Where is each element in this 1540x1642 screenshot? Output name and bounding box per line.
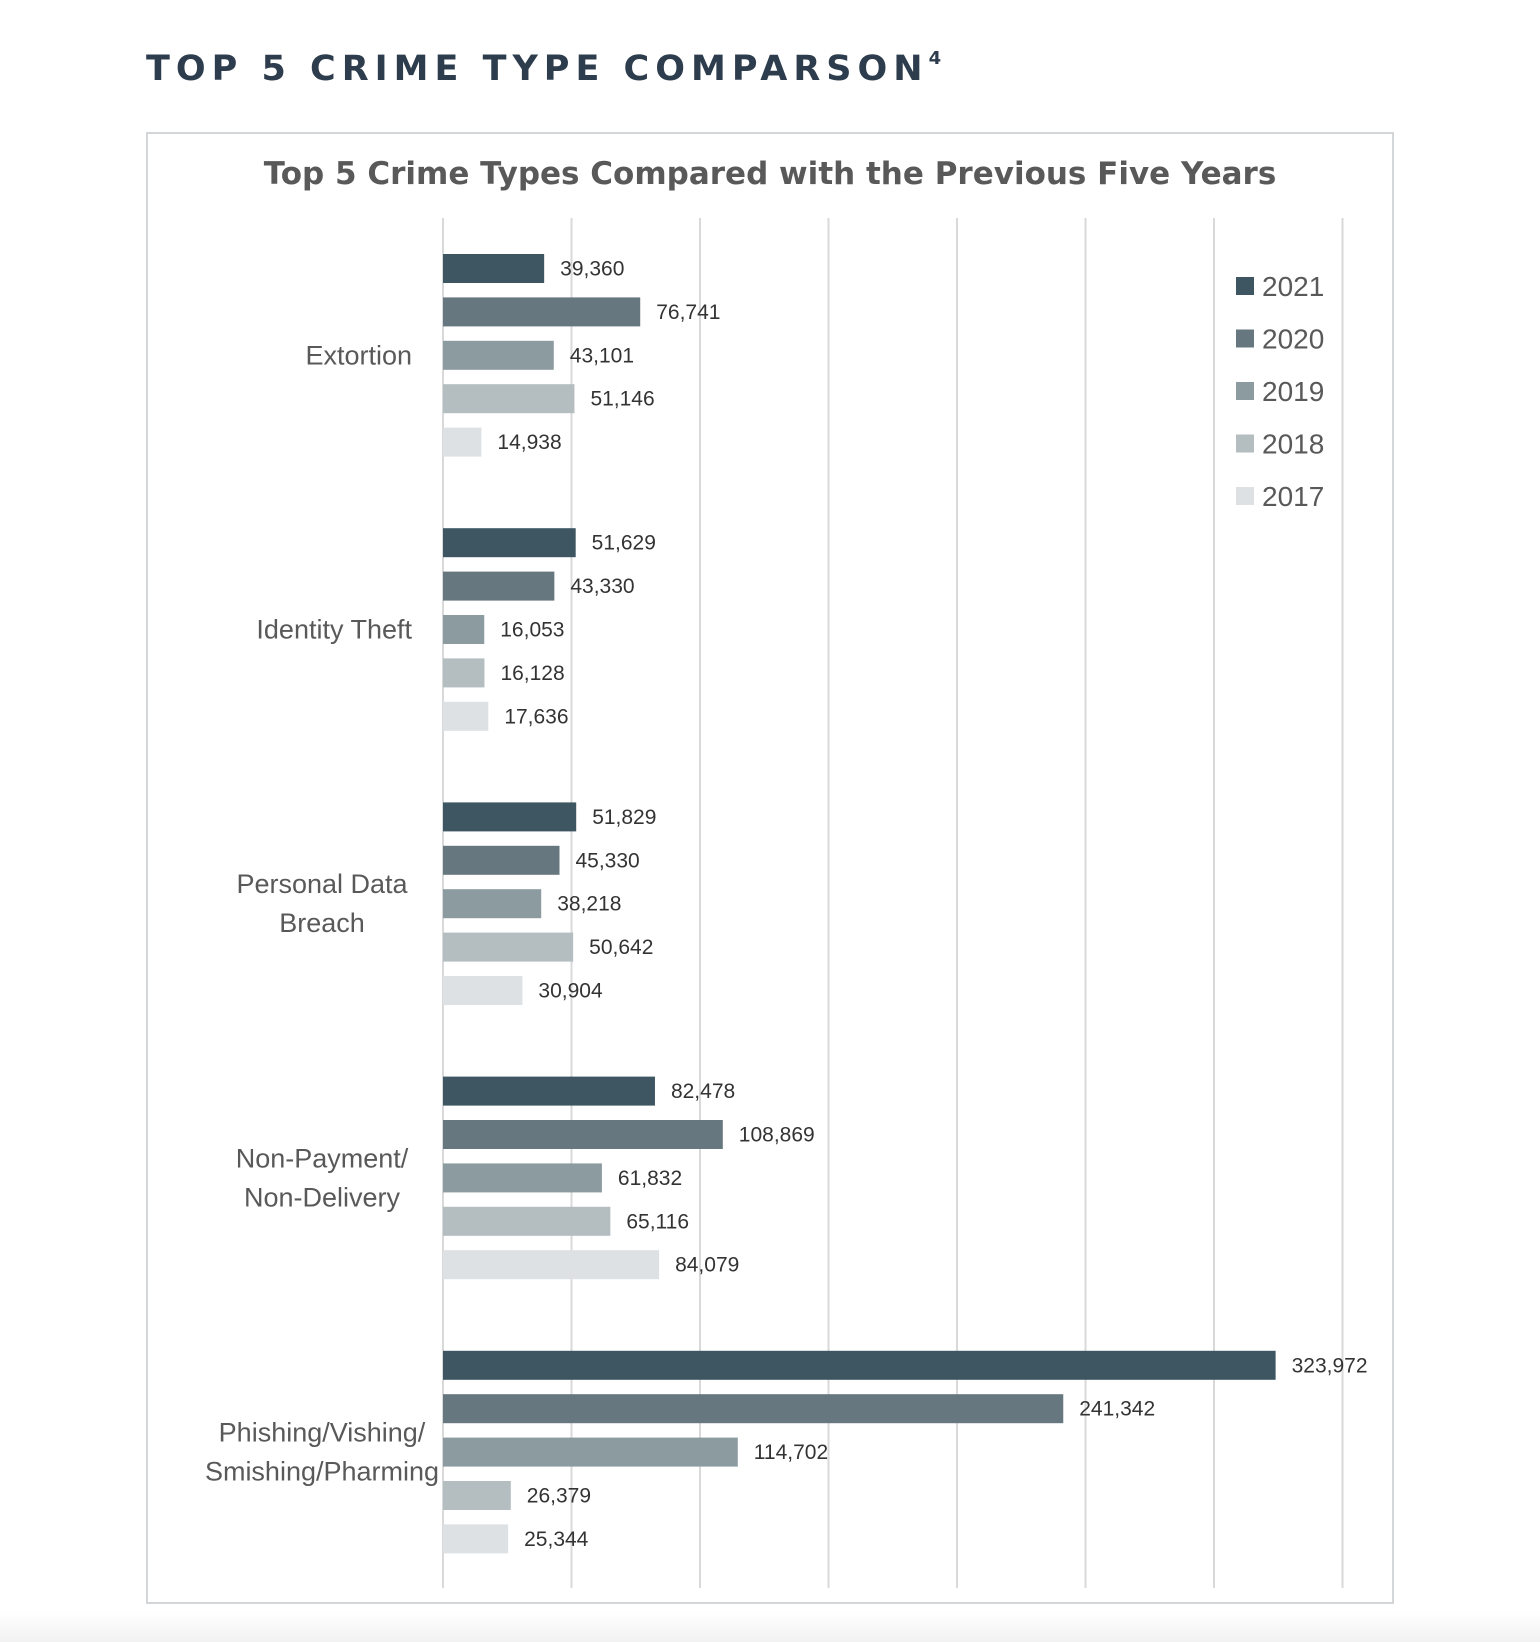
data-label: 82,478 — [671, 1080, 735, 1103]
bar — [443, 384, 575, 414]
category-label: Phishing/Vishing/Smishing/Pharming — [205, 1418, 439, 1487]
legend-swatch — [1236, 434, 1254, 453]
bar — [443, 1120, 723, 1149]
data-label: 45,330 — [575, 849, 639, 872]
data-label: 30,904 — [538, 980, 603, 1003]
bar — [443, 1394, 1064, 1424]
data-label: 65,116 — [626, 1210, 689, 1233]
bar — [443, 889, 542, 919]
bar — [443, 427, 482, 457]
bar — [443, 1524, 509, 1554]
legend-swatch — [1236, 382, 1254, 400]
bar — [443, 1350, 1276, 1380]
legend-label: 2020 — [1262, 324, 1324, 355]
bar — [443, 297, 641, 327]
data-labels: 39,360 76,741 43,101 51,146 14,938 51,629 43,3… — [497, 258, 1367, 1551]
legend-label: 2017 — [1262, 481, 1324, 512]
data-label: 108,869 — [739, 1124, 815, 1147]
legend: 2021 2020 2019 2018 2017 — [1236, 271, 1324, 512]
bar — [443, 802, 577, 832]
category-label: Identity Theft — [256, 615, 412, 645]
bar — [443, 1437, 738, 1467]
bar — [443, 1163, 602, 1193]
bar — [443, 528, 576, 558]
bar — [443, 571, 555, 601]
data-label: 43,101 — [570, 344, 634, 367]
legend-swatch — [1236, 487, 1254, 505]
bar — [443, 845, 560, 875]
legend-swatch — [1236, 329, 1254, 348]
bar — [443, 976, 523, 1005]
legend-label: 2018 — [1262, 429, 1324, 460]
data-label: 16,053 — [500, 619, 564, 642]
footnote-marker: 4 — [928, 48, 942, 69]
chart-title: Top 5 Crime Types Compared with the Prev… — [263, 156, 1277, 192]
category-label: Extortion — [305, 340, 412, 370]
bar — [443, 932, 574, 962]
data-label: 51,146 — [590, 388, 654, 411]
page-heading-text: TOP 5 CRIME TYPE COMPARSON — [146, 49, 929, 89]
data-label: 25,344 — [524, 1528, 589, 1551]
data-label: 84,079 — [675, 1254, 739, 1277]
bar — [443, 1250, 660, 1280]
data-label: 51,829 — [592, 806, 656, 829]
bar — [443, 701, 489, 731]
bar — [443, 615, 485, 644]
legend-swatch — [1236, 277, 1254, 295]
data-label: 17,636 — [504, 705, 568, 728]
bars — [443, 254, 1276, 1554]
data-label: 114,702 — [754, 1441, 828, 1464]
data-label: 38,218 — [557, 893, 621, 916]
data-label: 61,832 — [618, 1167, 682, 1190]
data-label: 76,741 — [656, 301, 720, 324]
category-labels: Extortion Identity Theft Personal Data Brea… — [205, 340, 439, 1486]
bar — [443, 1481, 511, 1510]
data-label: 39,360 — [560, 258, 624, 281]
bar — [443, 340, 554, 370]
data-label: 50,642 — [589, 936, 653, 959]
data-label: 14,938 — [497, 431, 561, 454]
data-label: 51,629 — [592, 532, 656, 555]
data-label: 26,379 — [527, 1485, 591, 1508]
page-bottom-edge — [0, 1610, 1540, 1642]
page-heading: TOP 5 CRIME TYPE COMPARSON4 — [146, 48, 941, 89]
data-label: 323,972 — [1292, 1354, 1368, 1377]
category-label: Non-Payment/Non-Delivery — [236, 1143, 409, 1212]
bar — [443, 1206, 611, 1236]
legend-label: 2021 — [1262, 271, 1324, 302]
data-label: 43,330 — [570, 575, 634, 598]
data-label: 241,342 — [1079, 1398, 1155, 1421]
bar — [443, 254, 545, 283]
bar — [443, 1076, 655, 1106]
legend-label: 2019 — [1262, 376, 1324, 407]
bar — [443, 658, 485, 688]
data-label: 16,128 — [500, 662, 564, 685]
category-label: Personal Data Breach — [236, 869, 408, 938]
